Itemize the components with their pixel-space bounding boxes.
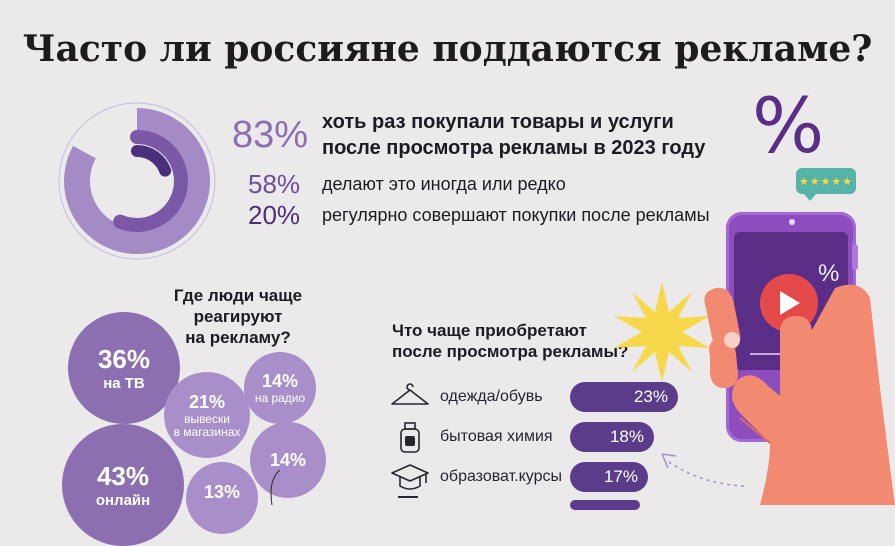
buy-bar-courses: 17% (570, 462, 648, 492)
buy-row-clothes: одежда/обувь 23% (388, 381, 688, 413)
bubble-radio: 14% на радио (244, 352, 316, 424)
play-icon (780, 291, 800, 315)
rating-stars-bubble: ★★★★★ (796, 168, 856, 194)
bubble-tv: 36% на ТВ (68, 312, 180, 424)
ring-20 (131, 145, 172, 177)
bubble-14-b: 14% (250, 422, 326, 498)
bubble-online: 43% онлайн (62, 424, 184, 546)
buy-bar-clothes: 23% (570, 382, 678, 412)
partial-next-bar (570, 500, 640, 510)
buy-label-clothes: одежда/обувь (440, 388, 543, 405)
detergent-bottle-icon (388, 421, 432, 453)
bubble-connector-arc (270, 470, 281, 505)
what-buy-title: Что чаще приобретают после просмотра рек… (392, 321, 629, 361)
ring-83 (64, 108, 210, 254)
phone-side-button (852, 244, 858, 270)
stat-58-value: 58% (248, 169, 301, 199)
hanger-icon (388, 381, 432, 413)
bubble-store-signs: 21% вывески в магазинах (164, 372, 250, 458)
sun-burst-large-icon (614, 282, 710, 382)
share-ring-chart (58, 102, 216, 260)
buy-bar-chemicals: 18% (570, 422, 654, 452)
percent-symbol-icon: % (752, 81, 825, 170)
hand-illustration (704, 284, 895, 505)
buy-label-courses: образоват.курсы (440, 468, 562, 485)
buy-row-courses: образоват.курсы 17% (388, 461, 688, 493)
phone-camera-dot (789, 219, 795, 225)
graduation-cap-icon (388, 461, 432, 493)
stat-83-value: 83% (232, 114, 309, 156)
dashed-arrow-icon (661, 453, 745, 487)
where-react-title: Где люди чаще реагируют на рекламу? (173, 286, 303, 347)
screen-percent-icon: % (818, 260, 840, 287)
stat-20-value: 20% (248, 200, 301, 230)
buy-row-chemicals: бытовая химия 18% (388, 421, 688, 453)
stat-20-text: регулярно совершают покупки после реклам… (322, 205, 710, 225)
ring-58 (113, 130, 188, 232)
page-title: Часто ли россияне поддаются рекламе? (22, 28, 873, 70)
stat-83-text-line1: хоть раз покупали товары и услуги (322, 111, 674, 133)
bubble-13: 13% (186, 462, 258, 534)
rating-bubble-tail (804, 194, 816, 201)
partial-next-icon (398, 496, 418, 507)
buy-label-chemicals: бытовая химия (440, 428, 553, 445)
stat-83-text-line2: после просмотра рекламы в 2023 году (322, 137, 706, 159)
stat-58-text: делают это иногда или редко (322, 174, 566, 194)
